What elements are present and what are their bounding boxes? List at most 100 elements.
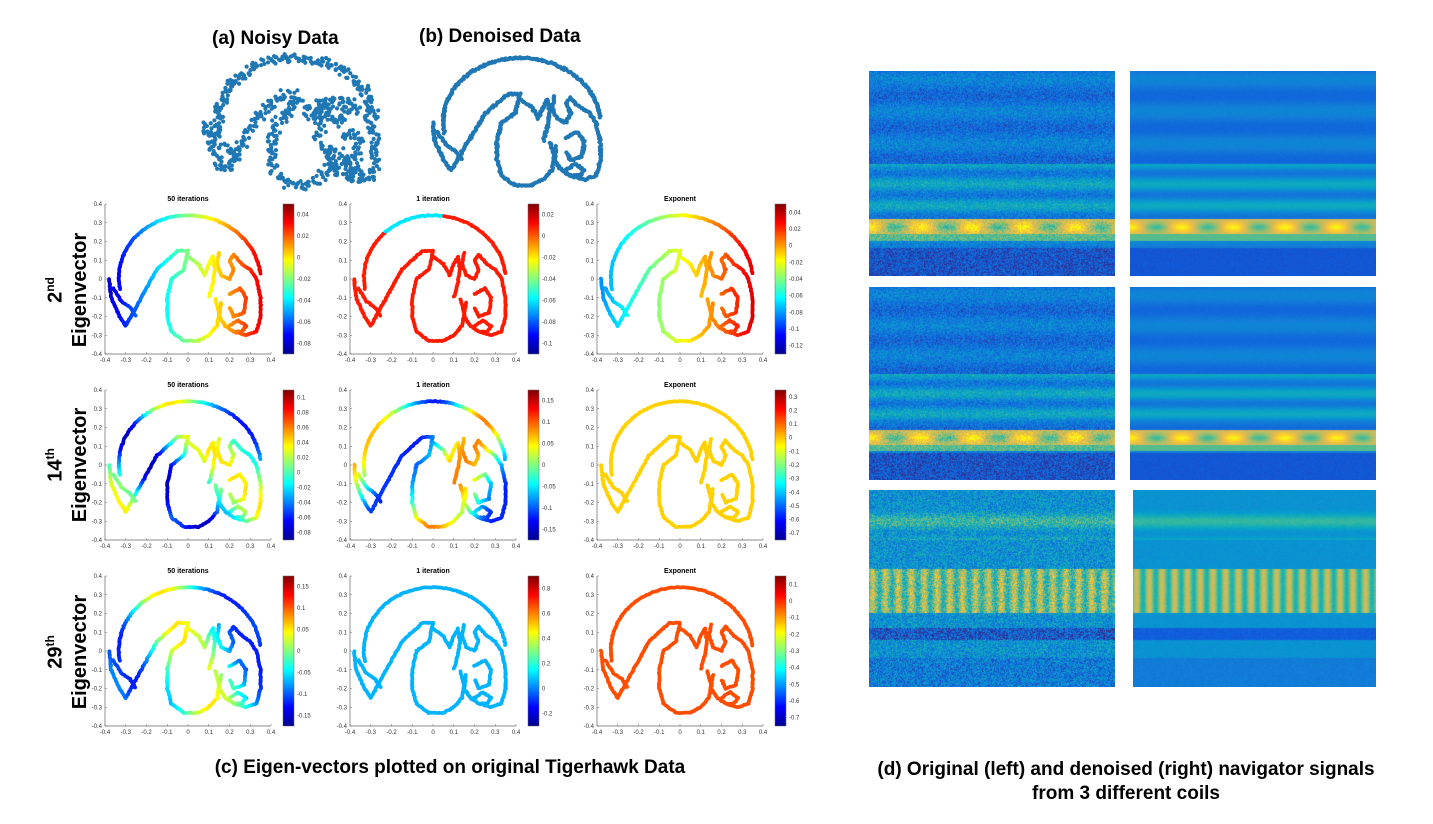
scatter-point [325, 105, 330, 110]
scatter-point [229, 163, 234, 168]
scatter-point [262, 61, 267, 66]
eigen-point [228, 492, 232, 497]
scatter-point [357, 140, 363, 145]
y-tick-label: -0.3 [337, 519, 348, 525]
scatter-point [292, 90, 297, 95]
scatter-point [233, 73, 238, 78]
scatter-point [285, 56, 291, 62]
scatter-point [273, 114, 278, 119]
x-tick-label: 0.2 [717, 358, 726, 364]
scatter-point [349, 153, 354, 158]
eigen-point [452, 480, 457, 485]
y-tick-label: 0.2 [339, 426, 348, 432]
scatter-point [341, 146, 346, 151]
scatter-point [341, 171, 346, 177]
scatter-point [351, 105, 356, 110]
eigenvector-grid: 50 iterations-0.4 -0.3 -0.2 -0.1 0 0.1 0.2 0.3 0… [92, 196, 804, 736]
colorbar-tick-label: 0 [789, 244, 793, 250]
y-tick-label: 0.4 [339, 388, 348, 394]
scatter-point [253, 120, 258, 125]
scatter-point [333, 61, 338, 67]
scatter-point [459, 156, 464, 162]
scatter-point [333, 67, 338, 73]
scatter-point [314, 173, 319, 179]
eigen-point [133, 499, 138, 503]
x-tick-label: 0.3 [491, 544, 500, 550]
eigen-point [227, 306, 232, 311]
scatter-point [370, 108, 376, 113]
scatter-point [295, 88, 300, 93]
scatter-point [273, 141, 278, 146]
scatter-point [308, 55, 313, 61]
scatter-point [278, 88, 283, 93]
eigen-point [219, 301, 223, 306]
colorbar-tick-label: -0.04 [297, 298, 311, 304]
scatter-point [333, 159, 339, 164]
scatter-point [262, 117, 267, 122]
x-tick-label: 0.4 [267, 358, 276, 364]
scatter-point [223, 85, 228, 91]
scatter-point [352, 97, 357, 102]
scatter-point [212, 123, 218, 128]
scatter-point [292, 52, 297, 57]
y-tick-label: 0.2 [94, 426, 103, 432]
scatter-point [377, 167, 382, 172]
scatter-point [329, 62, 334, 68]
scatter-point [372, 157, 378, 162]
eigen-point [258, 457, 263, 462]
scatter-point [273, 61, 278, 66]
scatter-point [248, 68, 253, 73]
scatter-point [268, 171, 273, 176]
scatter-point [228, 167, 233, 173]
scatter-point [360, 174, 365, 179]
colorbar-tick-label: -0.04 [297, 501, 311, 507]
eigen-point [458, 483, 463, 488]
eigen-point [705, 297, 710, 302]
scatter-point [214, 101, 219, 106]
x-tick-label: 0 [186, 544, 190, 550]
y-tick-label: 0.3 [586, 221, 595, 227]
scatter-point [326, 161, 331, 167]
scatter-point [269, 57, 274, 62]
scatter-point [337, 102, 342, 107]
scatter-point [345, 159, 350, 164]
y-tick-label: -0.2 [92, 501, 103, 507]
scatter-point [263, 111, 268, 116]
scatter-point [208, 146, 213, 151]
y-tick-label: -0.3 [337, 333, 348, 339]
scatter-point [224, 97, 230, 102]
scatter-point [239, 139, 244, 144]
scatter-point [327, 166, 332, 171]
scatter-point [317, 104, 322, 109]
scatter-point [325, 117, 330, 122]
scatter-point [231, 149, 236, 154]
scatter-point [371, 177, 377, 182]
scatter-point [376, 137, 381, 142]
scatter-point [217, 134, 222, 139]
scatter-point [326, 65, 331, 70]
scatter-point [273, 128, 278, 133]
scatter-point [298, 179, 303, 184]
scatter-point [331, 117, 336, 123]
y-tick-label: 0.4 [586, 202, 595, 208]
x-tick-label: -0.1 [407, 358, 418, 364]
scatter-point [344, 175, 349, 180]
y-tick-label: 0.1 [94, 258, 103, 264]
scatter-point [228, 81, 233, 86]
scatter-point [359, 157, 364, 162]
x-tick-label: -0.3 [366, 358, 377, 364]
scatter-point [369, 97, 374, 102]
y-tick-label: 0.2 [339, 240, 348, 246]
scatter-point [597, 115, 602, 120]
scatter-point [218, 142, 223, 147]
scatter-point [209, 126, 214, 131]
scatter-point [217, 157, 222, 162]
colorbar-tick-label: -0.02 [297, 486, 311, 492]
scatter-point [355, 86, 360, 92]
scatter-point [339, 95, 344, 100]
x-tick-label: 0 [431, 544, 435, 550]
scatter-point [216, 145, 221, 150]
scatter-point [246, 125, 252, 130]
y-tick-label: 0.1 [586, 258, 595, 264]
scatter-point [358, 151, 363, 156]
